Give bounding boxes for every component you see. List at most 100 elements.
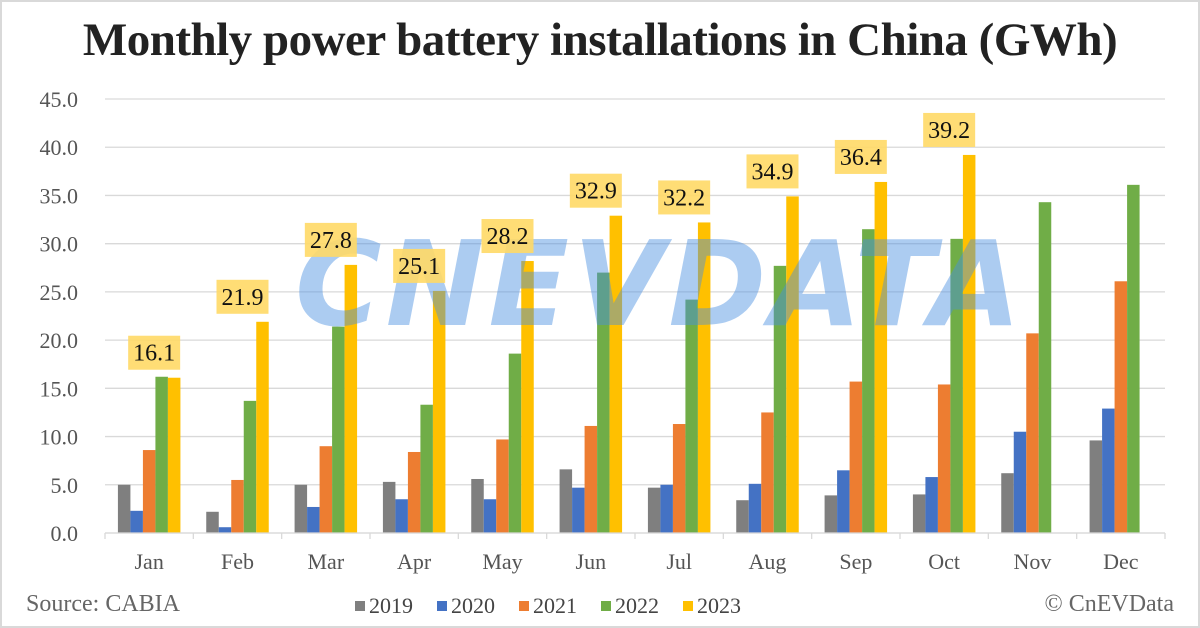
- bar-2022-Jul: [685, 299, 698, 533]
- gridlines: [105, 98, 1165, 534]
- bar-2022-Jun: [597, 272, 610, 533]
- y-tick-label: 0.0: [51, 521, 79, 546]
- bar-2021-May: [496, 439, 509, 533]
- legend: 2019 2020 2021 2022 2023: [355, 593, 741, 619]
- y-tick-label: 5.0: [51, 473, 79, 498]
- data-label-box: [569, 173, 622, 208]
- x-tick-label: Jul: [666, 549, 692, 574]
- bar-2019-Jan: [117, 484, 131, 533]
- y-tick-label: 40.0: [40, 135, 79, 160]
- bar-2019-Nov: [1001, 473, 1014, 533]
- bar-2021-Sep: [849, 381, 863, 533]
- data-label-box: [304, 222, 357, 257]
- y-axis-ticks: 0.0 5.0 10.0 15.0 20.0 25.0 30.0 35.0 40.0 45.0: [40, 87, 79, 546]
- bar-2021-Feb: [231, 479, 244, 533]
- bar-2019-Jun: [559, 469, 573, 533]
- legend-label: 2021: [533, 593, 577, 618]
- bar-2021-Oct: [937, 384, 951, 533]
- bar-2020-Nov: [1013, 431, 1027, 533]
- x-tick-label: Sep: [839, 549, 872, 574]
- legend-swatch: [601, 601, 611, 611]
- legend-swatch: [683, 601, 693, 611]
- legend-swatch: [437, 601, 447, 611]
- bar-2022-Apr: [420, 404, 433, 533]
- bar-2021-Jun: [584, 425, 598, 533]
- data-label-Sep: 36.4: [840, 145, 882, 171]
- data-label-box: [746, 154, 799, 189]
- bar-2022-Dec: [1127, 184, 1140, 533]
- data-label-May: 28.2: [487, 224, 529, 250]
- bar-2020-Sep: [837, 470, 850, 533]
- bar-2021-Nov: [1026, 333, 1039, 533]
- legend-swatch: [355, 601, 365, 611]
- bar-2021-Aug: [761, 412, 774, 533]
- bar-2022-Jan: [155, 376, 168, 533]
- bar-2023-Jan: [167, 377, 181, 533]
- bar-2023-May: [521, 261, 534, 533]
- data-label-Feb: 21.9: [222, 285, 264, 311]
- bar-2023-Mar: [344, 264, 358, 533]
- bar-2023-Jul: [697, 222, 711, 533]
- legend-item-2019: 2019: [355, 593, 413, 619]
- x-tick-label: Mar: [308, 549, 345, 574]
- legend-item-2020: 2020: [437, 593, 495, 619]
- bar-2020-Feb: [218, 527, 232, 533]
- bar-2019-May: [471, 478, 484, 533]
- x-axis: Jan Feb Mar Apr May Jun Jul Aug Sep Oct Nov Dec: [104, 532, 1166, 574]
- data-label-Jun: 32.9: [575, 179, 617, 205]
- bar-2023-Aug: [786, 196, 799, 534]
- bar-2021-Apr: [407, 451, 421, 533]
- bar-2022-May: [508, 353, 522, 533]
- x-tick-label: Jan: [135, 549, 164, 574]
- legend-label: 2019: [369, 593, 413, 618]
- data-label-Aug: 34.9: [752, 159, 794, 185]
- bar-2019-Dec: [1089, 440, 1103, 533]
- data-label-box: [923, 112, 976, 147]
- y-tick-label: 20.0: [40, 328, 79, 353]
- bar-2019-Aug: [736, 500, 749, 533]
- watermark-text: CNEVDATA: [295, 215, 1025, 353]
- bar-2019-Oct: [912, 494, 926, 533]
- data-label-Mar: 27.8: [310, 228, 352, 254]
- bar-2022-Mar: [332, 326, 345, 533]
- bar-2021-Dec: [1114, 281, 1128, 533]
- y-tick-label: 30.0: [40, 232, 79, 257]
- data-label-Jan: 16.1: [133, 341, 175, 367]
- legend-label: 2020: [451, 593, 495, 618]
- bar-2022-Sep: [862, 229, 875, 533]
- y-tick-label: 25.0: [40, 280, 79, 305]
- y-tick-label: 35.0: [40, 183, 79, 208]
- x-tick-label: Jun: [576, 549, 607, 574]
- legend-item-2023: 2023: [683, 593, 741, 619]
- data-labels: 16.1 21.9 27.8 25.1 28.2 32.9 32.2 34.9 36.4 39.2: [128, 112, 976, 370]
- chart-title: Monthly power battery installations in C…: [82, 14, 1118, 66]
- bar-2023-Apr: [432, 290, 446, 533]
- bar-2022-Aug: [773, 265, 787, 533]
- bar-2023-Oct: [962, 154, 976, 533]
- data-label-box: [393, 248, 446, 283]
- bars: [117, 154, 1140, 534]
- legend-label: 2022: [615, 593, 659, 618]
- x-tick-label: Oct: [928, 549, 960, 574]
- x-tick-label: Feb: [221, 549, 254, 574]
- bar-2020-Oct: [925, 477, 938, 533]
- bar-2023-Feb: [256, 321, 269, 533]
- bar-2022-Nov: [1038, 202, 1052, 533]
- bar-2020-Aug: [748, 483, 762, 533]
- bar-2020-Dec: [1102, 408, 1115, 533]
- bar-2020-Jan: [130, 510, 143, 533]
- data-label-box: [128, 335, 181, 370]
- bar-2020-Mar: [307, 506, 320, 533]
- data-label-box: [834, 139, 887, 174]
- x-tick-label: Apr: [397, 549, 432, 574]
- bar-2019-Mar: [294, 484, 308, 533]
- source-text: Source: CABIA: [26, 591, 180, 617]
- data-label-Oct: 39.2: [928, 118, 970, 144]
- x-tick-label: May: [482, 549, 522, 574]
- bar-2019-Jul: [647, 487, 661, 533]
- y-tick-label: 15.0: [40, 376, 79, 401]
- bar-2019-Sep: [824, 495, 838, 533]
- x-tick-label: Dec: [1103, 549, 1139, 574]
- data-label-box: [481, 219, 534, 254]
